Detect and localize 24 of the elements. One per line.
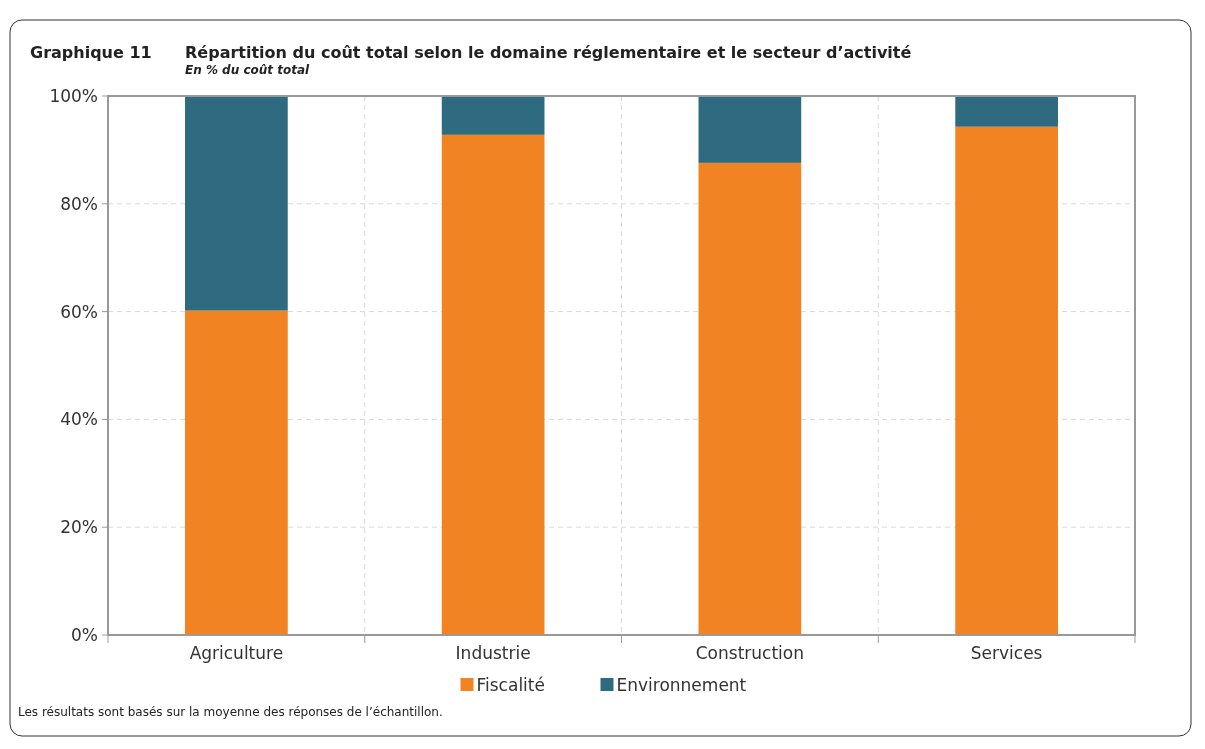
bar (185, 96, 288, 311)
y-tick-label: 40% (60, 409, 98, 430)
text: Graphique 11 (30, 43, 152, 62)
bar (441, 96, 545, 135)
bar (698, 162, 802, 635)
x-tick-label: Services (970, 643, 1043, 663)
chart-subtitle: En % du coût total (185, 63, 311, 77)
text: Les résultats sont basés sur la moyenne des réponses de l’échantillon. (18, 705, 443, 719)
bar (698, 96, 802, 163)
y-tick-label: 20% (60, 517, 98, 538)
y-tick-label: 100% (49, 85, 98, 106)
y-tick-label: 0% (71, 624, 98, 645)
legend-label: Fiscalité (476, 675, 545, 695)
bar (185, 310, 288, 635)
bar (955, 126, 1058, 635)
legend-label: Environnement (616, 675, 747, 695)
bar (441, 134, 545, 635)
bar (955, 96, 1058, 127)
x-tick-label: Industrie (455, 643, 531, 663)
x-tick-label: Agriculture (189, 643, 284, 663)
y-tick-label: 80% (60, 193, 98, 214)
y-tick-label: 60% (60, 301, 98, 322)
chart-title: Répartition du coût total selon le domaine réglementaire et le secteur d’activité (185, 43, 912, 62)
x-tick-label: Construction (695, 643, 804, 663)
